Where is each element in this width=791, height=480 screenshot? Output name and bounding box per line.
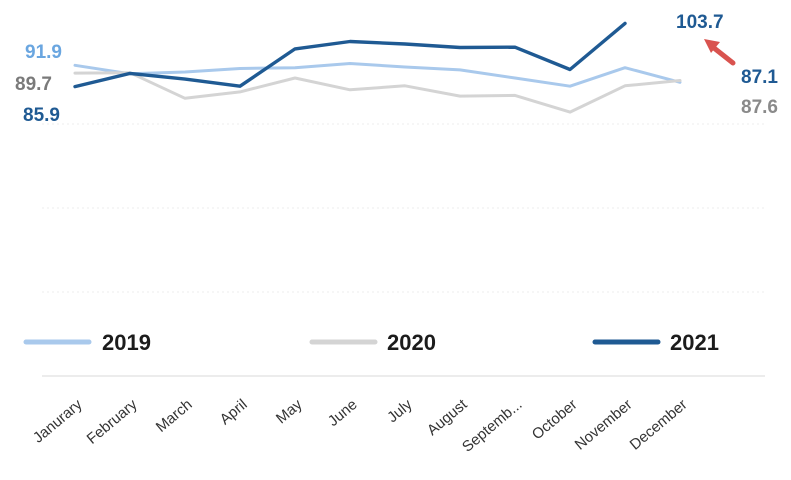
series-line-2020 (73, 71, 682, 114)
annotation-label: 87.6 (741, 97, 778, 118)
annotation-label: 89.7 (15, 74, 52, 95)
gridlines (42, 123, 765, 377)
x-tick-label: July (384, 396, 416, 426)
series-line-2019 (73, 62, 682, 88)
annotation-label: 85.9 (23, 105, 60, 126)
x-tick-label: Janurary (30, 396, 86, 447)
legend-label-2019: 2019 (102, 330, 151, 355)
x-tick-label: December (627, 396, 691, 454)
arrow-shaft (711, 45, 736, 66)
x-tick-label: August (424, 396, 471, 440)
series-line-2021 (73, 21, 627, 89)
arrow-head (704, 39, 720, 53)
legend-label-2020: 2020 (387, 330, 436, 355)
legend-label-2021: 2021 (670, 330, 719, 355)
x-tick-label: May (273, 396, 306, 428)
x-tick-label: March (153, 396, 196, 436)
annotation-label: 103.7 (676, 12, 724, 33)
x-tick-label: April (217, 396, 251, 428)
series-lines (73, 21, 682, 114)
x-tick-label: February (84, 396, 141, 448)
x-tick-label: June (325, 396, 361, 430)
x-tick-label: Septemb... (459, 396, 526, 456)
annotation-label: 87.1 (741, 67, 778, 88)
legend: 2019 2020 2021 (23, 330, 719, 355)
annotation-label: 91.9 (25, 42, 62, 63)
annotation-labels: 91.9 89.7 85.9 103.7 87.1 87.6 (15, 12, 778, 126)
highlight-arrow (704, 39, 736, 66)
x-tick-label: November (572, 396, 636, 454)
x-tick-label: October (529, 396, 581, 443)
